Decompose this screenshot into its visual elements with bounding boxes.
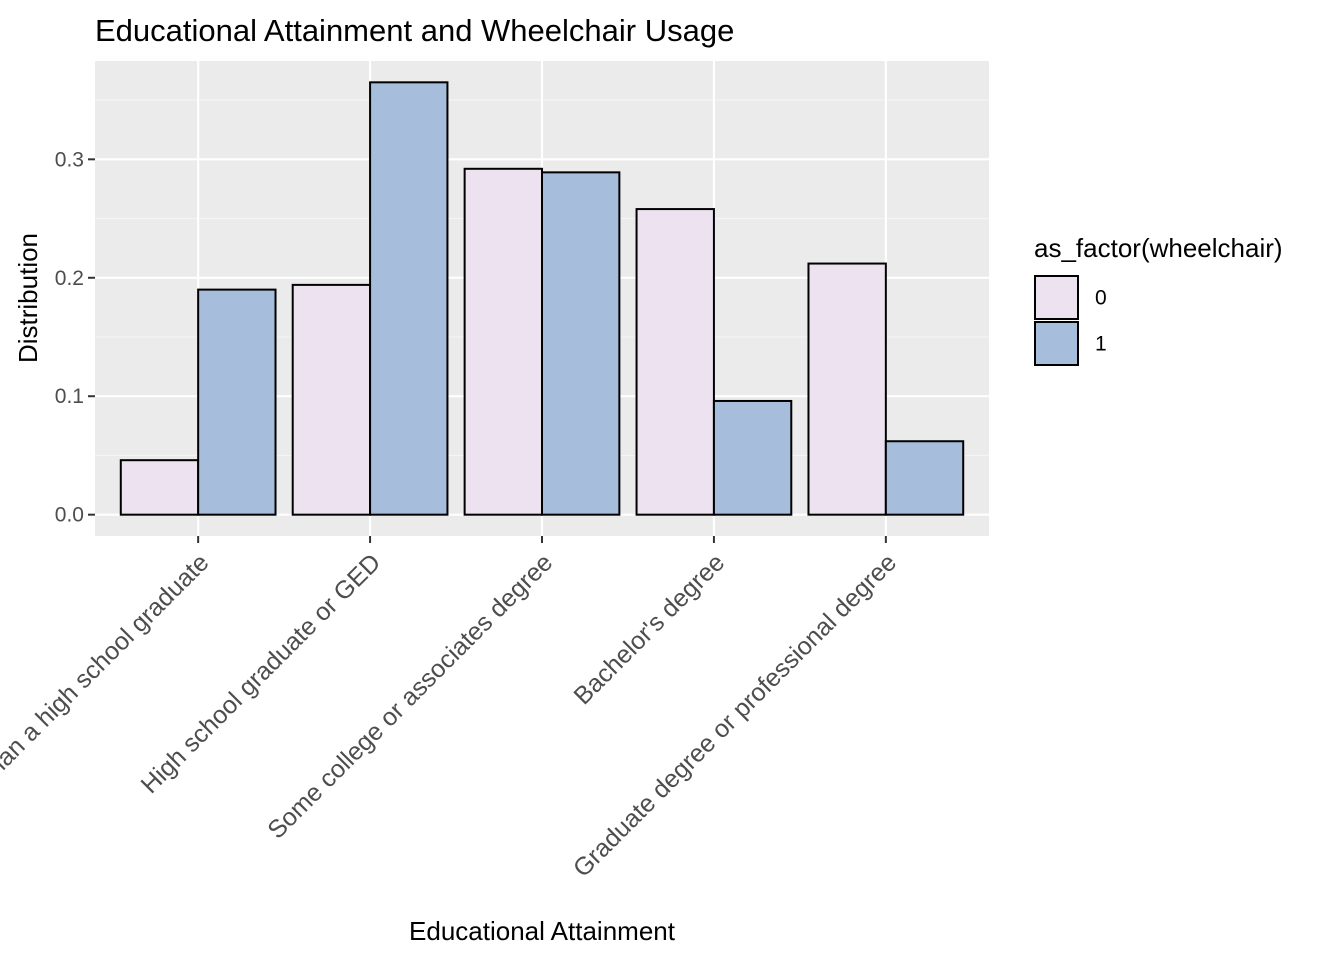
legend-label: 1 <box>1095 333 1107 356</box>
bar-series-0 <box>635 208 715 516</box>
bar-series-0 <box>463 167 543 516</box>
x-tick-label: Graduate degree or professional degree <box>568 548 902 882</box>
legend-key-1 <box>1034 321 1079 366</box>
x-tick-label: Some college or associates degree <box>262 548 558 844</box>
bar-series-1 <box>712 399 793 516</box>
y-tick-label: 0.1 <box>55 385 84 408</box>
bar-series-0 <box>119 459 200 516</box>
x-axis-title: Educational Attainment <box>409 916 676 946</box>
bar-series-1 <box>369 81 449 516</box>
y-tick-label: 0.3 <box>55 148 84 171</box>
x-tick-label: Bachelor's degree <box>568 548 730 710</box>
chart-title: Educational Attainment and Wheelchair Us… <box>95 13 734 48</box>
bar-series-1 <box>884 440 965 516</box>
y-axis-title: Distribution <box>13 233 43 363</box>
legend-key-0 <box>1034 275 1079 320</box>
legend-label: 0 <box>1095 287 1107 310</box>
legend-title: as_factor(wheelchair) <box>1034 233 1283 263</box>
bars <box>119 81 965 516</box>
y-tick-label: 0.0 <box>55 504 84 527</box>
bar-series-0 <box>807 262 887 516</box>
legend: as_factor(wheelchair) 0 1 <box>1034 233 1283 366</box>
y-axis: 0.0 0.1 0.2 0.3 <box>55 148 95 527</box>
y-tick-label: 0.2 <box>55 267 84 290</box>
x-tick-label: Less than a high school graduate <box>0 548 214 828</box>
bar-series-1 <box>541 171 621 516</box>
bar-series-0 <box>291 283 372 516</box>
bar-series-1 <box>197 288 277 516</box>
